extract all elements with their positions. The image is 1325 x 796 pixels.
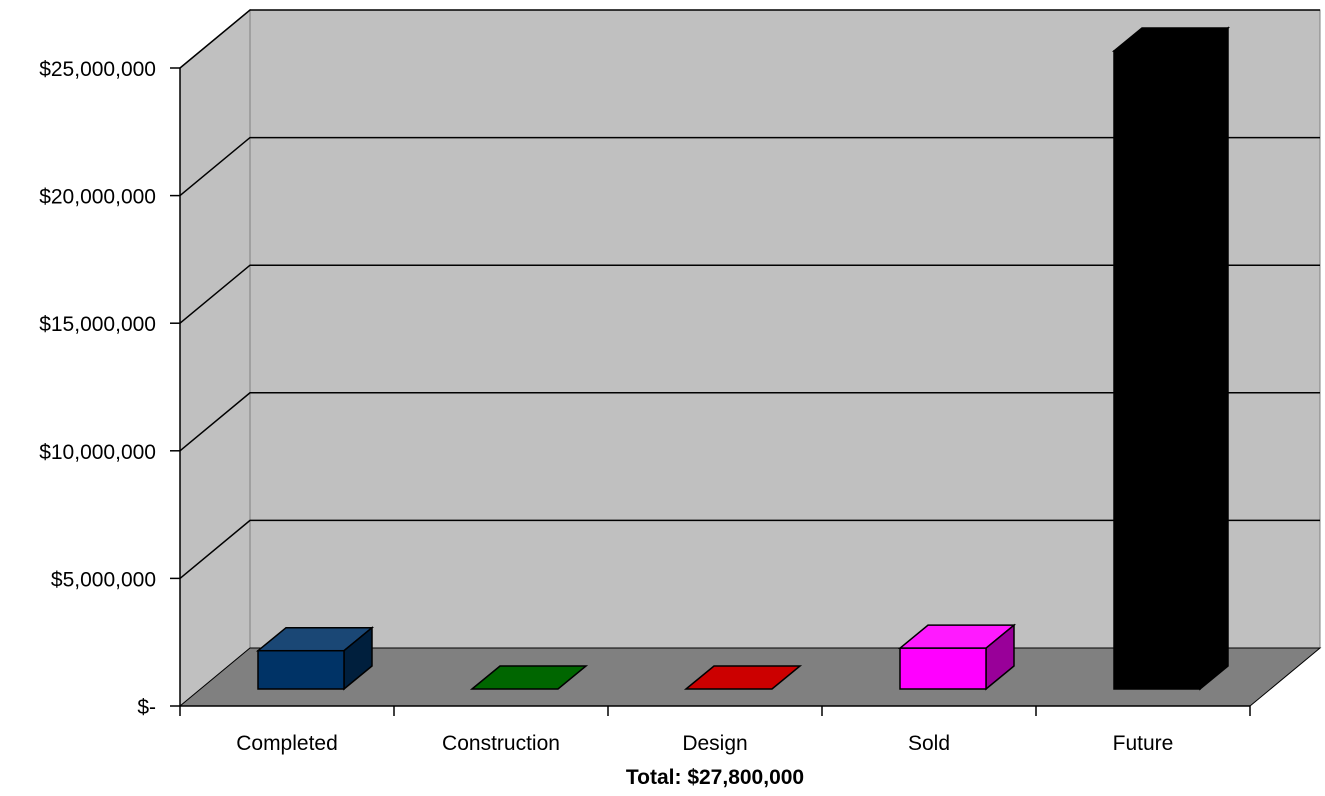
x-axis: Completed Construction Design Sold Future [179,705,1251,755]
bar-design [683,665,803,690]
gridline [179,392,1320,452]
bar-construction [469,665,589,690]
bar-front [257,649,345,690]
y-tick-label: $15,000,000 [39,313,156,336]
bar-top [683,665,803,690]
gridlines [179,9,1320,579]
bar-future [1111,26,1231,691]
bar-front [1113,50,1201,690]
bar-top [469,665,589,690]
x-tick-label: Future [1113,732,1174,755]
x-tick-label: Construction [442,732,560,755]
gridline [179,9,1320,69]
y-tick-label: $- [137,696,156,719]
bar-side [1199,26,1229,691]
x-axis-label: Total: $27,800,000 [626,766,804,789]
bar-sold [897,623,1017,691]
x-tick-label: Design [682,732,747,755]
y-tick-label: $25,000,000 [39,58,156,81]
side-wall [179,8,251,708]
bars [255,26,1231,691]
gridline [179,519,1320,579]
y-tick-label: $10,000,000 [39,441,156,464]
y-tick-label: $5,000,000 [51,568,156,591]
bar-completed [255,626,375,691]
bar-front [899,647,987,690]
y-tick-label: $20,000,000 [39,186,156,209]
y-axis: $- $5,000,000 $10,000,000 $15,000,000 $20,00… [39,58,181,719]
gridline [179,264,1320,324]
gridline [179,136,1320,197]
x-tick-label: Completed [236,732,338,755]
x-tick-label: Sold [908,732,950,755]
